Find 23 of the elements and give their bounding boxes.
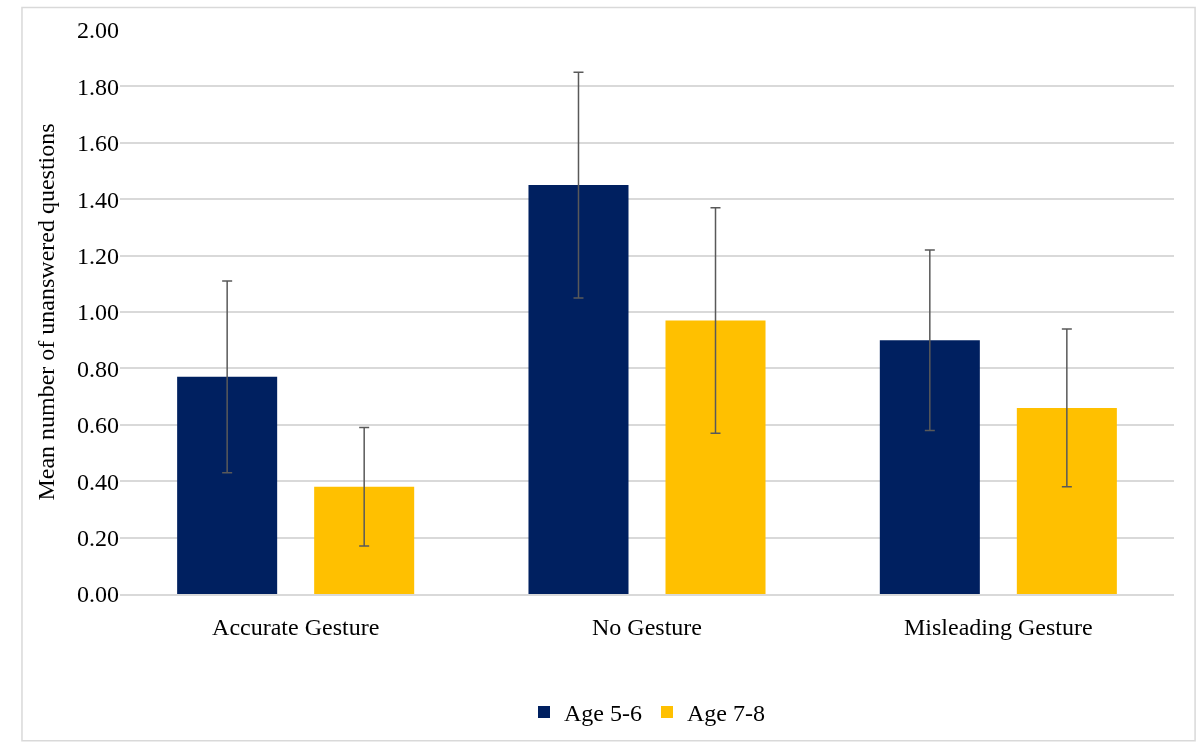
x-tick-label: Accurate Gesture bbox=[212, 613, 380, 640]
y-tick-label: 2.00 bbox=[77, 17, 119, 44]
y-tick-label: 1.80 bbox=[77, 73, 119, 100]
legend-label: Age 7-8 bbox=[686, 700, 765, 727]
bar bbox=[1016, 407, 1117, 594]
y-tick-label: 0.40 bbox=[77, 468, 119, 495]
legend-label: Age 5-6 bbox=[564, 700, 642, 727]
y-tick-label: 1.20 bbox=[77, 243, 119, 269]
y-tick-label: 0.20 bbox=[77, 525, 119, 551]
bar bbox=[314, 486, 415, 594]
bar bbox=[177, 376, 278, 594]
bar bbox=[528, 185, 629, 594]
y-tick-label: 0.00 bbox=[77, 581, 119, 608]
x-tick-label: No Gesture bbox=[592, 613, 702, 640]
y-tick-label: 0.60 bbox=[77, 412, 119, 439]
bar bbox=[665, 320, 766, 594]
y-tick-label: 1.60 bbox=[77, 130, 119, 157]
y-axis-title: Mean number of unanswered questions bbox=[33, 123, 60, 501]
bar bbox=[879, 340, 980, 594]
y-tick-label: 0.80 bbox=[77, 355, 119, 382]
y-tick-label: 1.00 bbox=[77, 299, 119, 326]
x-tick-label: Misleading Gesture bbox=[904, 613, 1093, 640]
y-tick-label: 1.40 bbox=[77, 186, 119, 213]
